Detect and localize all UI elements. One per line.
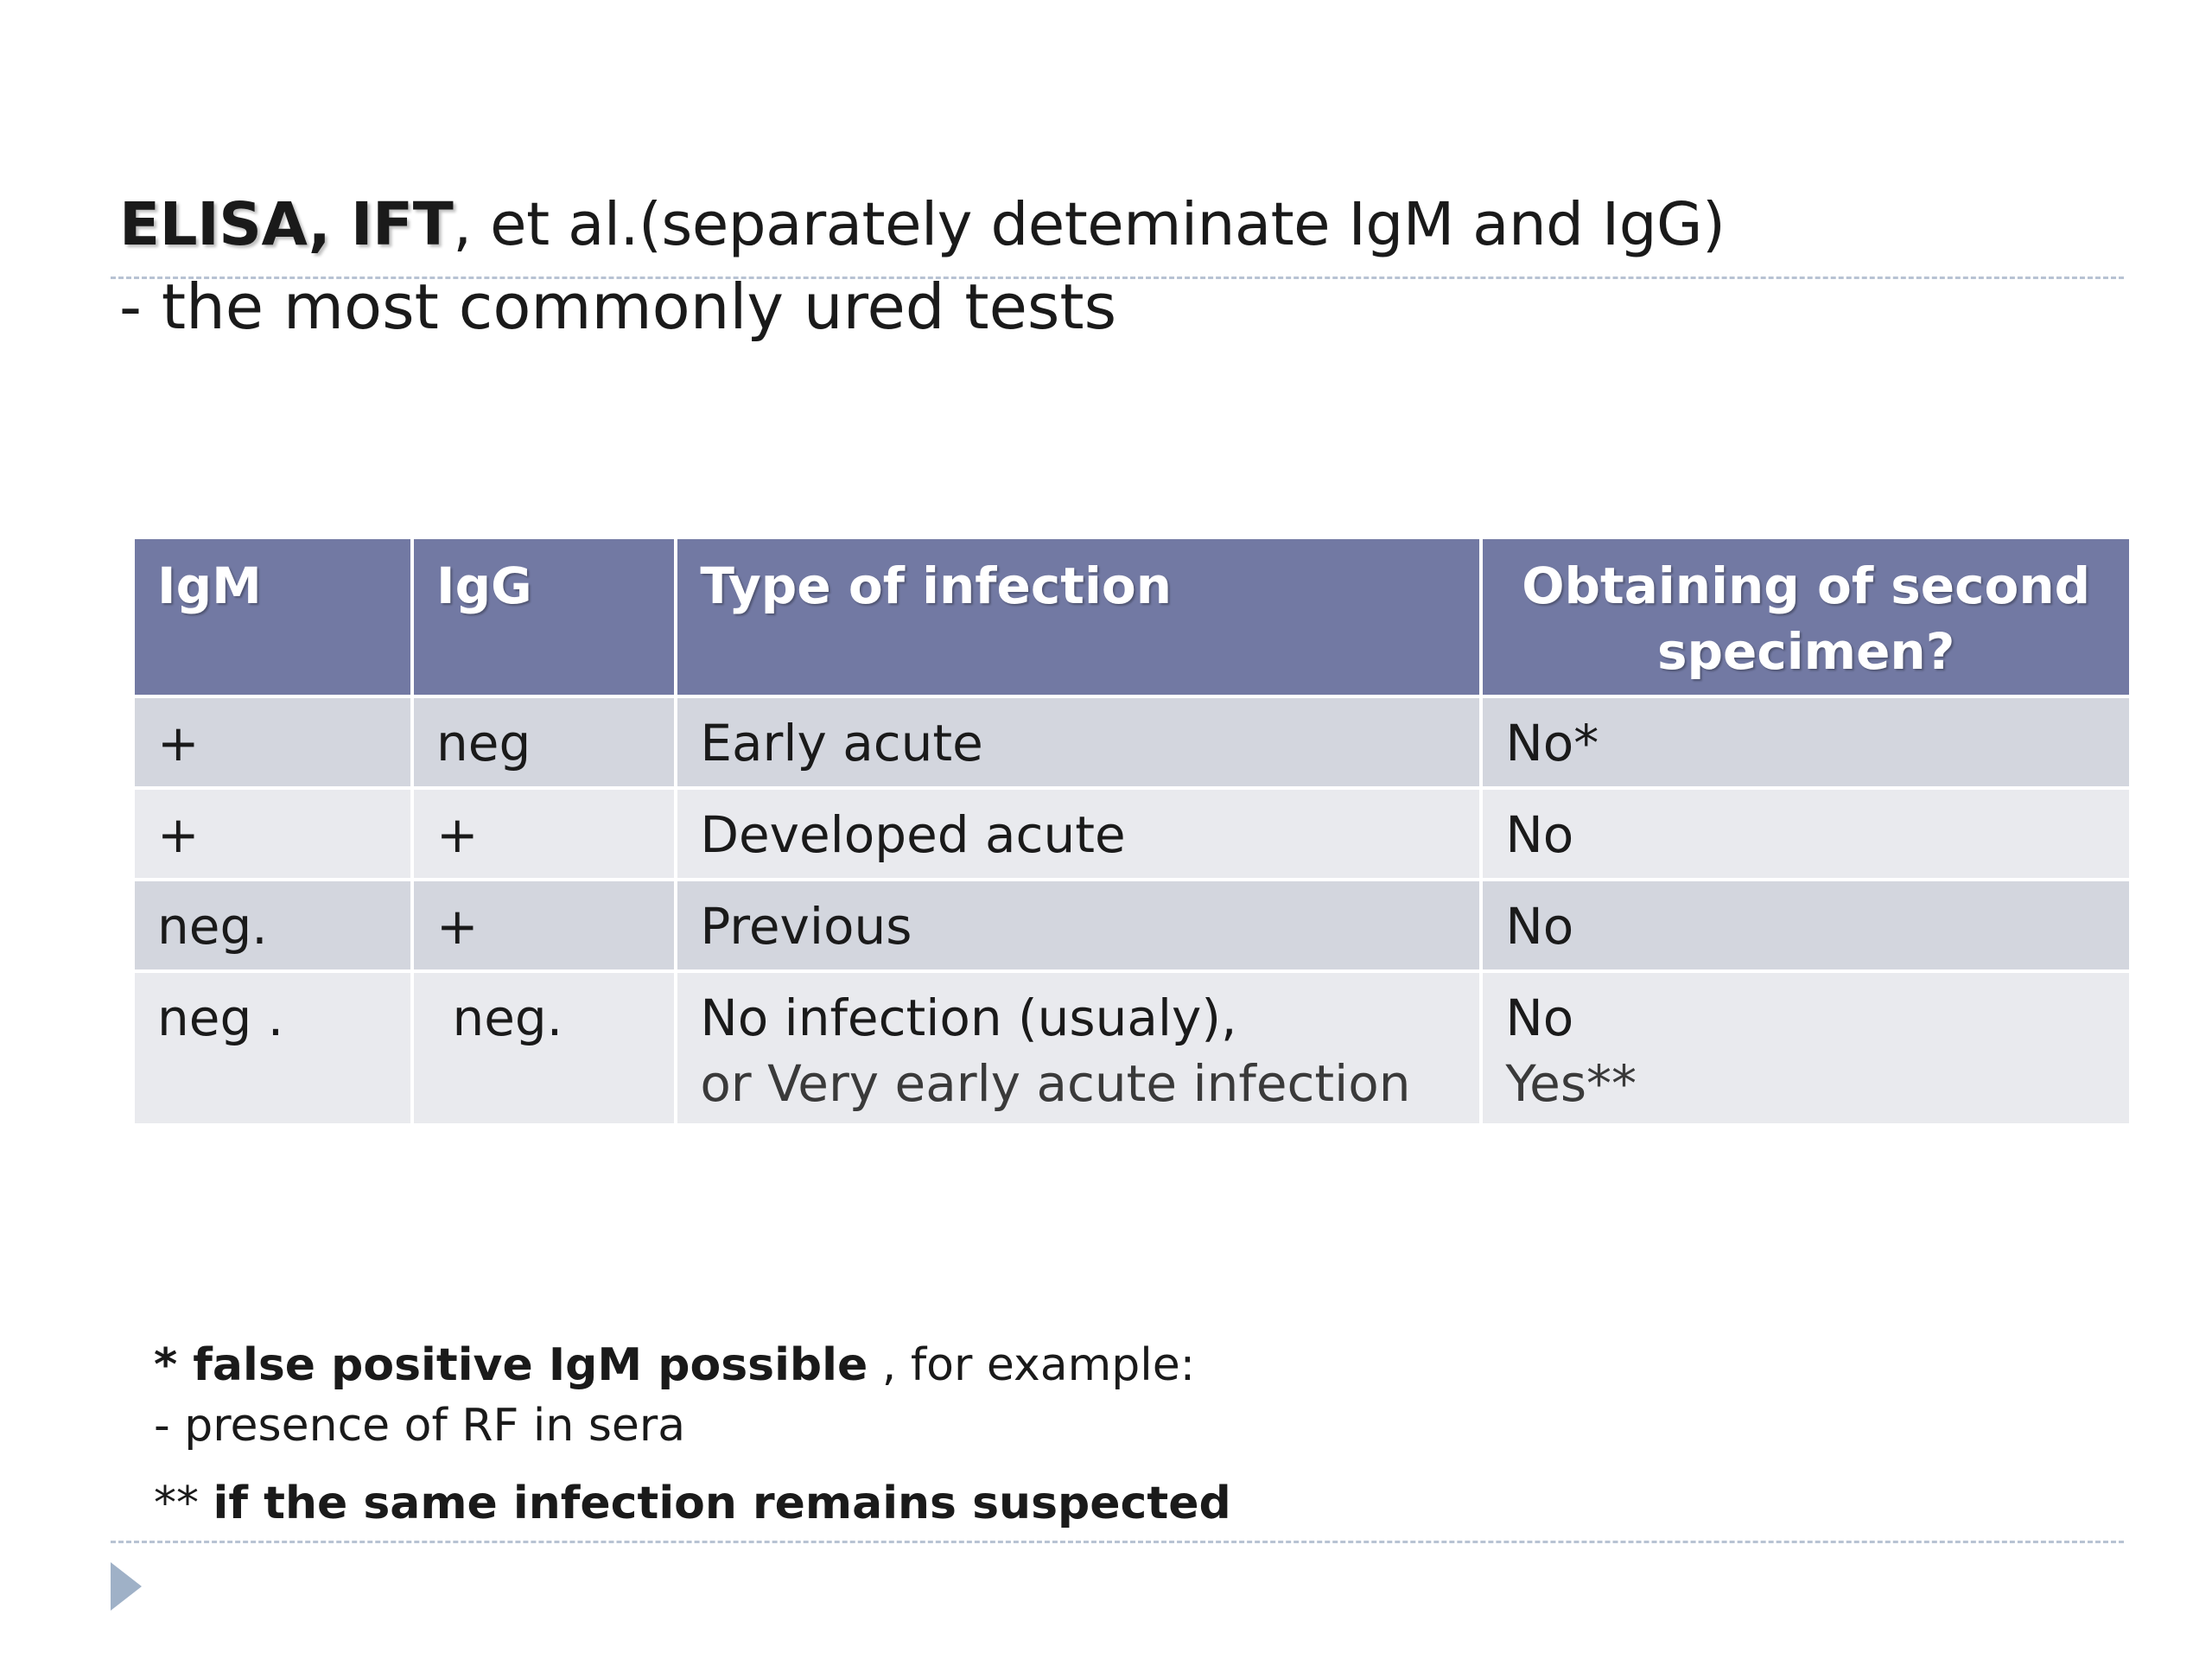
footer-divider (111, 1541, 2124, 1543)
title-divider (111, 276, 2124, 279)
cell-igg: neg (414, 698, 675, 786)
title-rest: , et al.(separately deteminate IgM and I… (453, 190, 1726, 259)
footnote-1-rest: , for example: (868, 1339, 1196, 1391)
title-bold: ELISA, IFT (119, 190, 454, 259)
cell-second: No (1483, 790, 2129, 878)
cell-type: Previous (677, 881, 1480, 969)
table-row: + + Developed acute No (135, 790, 2129, 878)
play-triangle-icon (111, 1562, 142, 1611)
cell-second: No (1483, 881, 2129, 969)
cell-type-line2: or Very early acute infection (700, 1054, 1411, 1113)
cell-type: Early acute (677, 698, 1480, 786)
table-row: neg. + Previous No (135, 881, 2129, 969)
cell-igg: + (414, 790, 675, 878)
footnote-2-bold: if the same infection remains suspected (213, 1478, 1231, 1529)
table-header-row: IgM IgG Type of infection Obtaining of s… (135, 539, 2129, 695)
footnote-1-line: * false positive IgM possible , for exam… (154, 1335, 1195, 1395)
cell-igm: neg. (135, 881, 411, 969)
title-subtitle: - the most commonly ured tests (119, 270, 1117, 343)
header-type: Type of infection (677, 539, 1480, 695)
footnote-1: * false positive IgM possible , for exam… (154, 1335, 1195, 1456)
table-row: neg . neg. No infection (usualy), or Ver… (135, 973, 2129, 1123)
footnote-2-prefix: ** (154, 1478, 213, 1529)
results-table: IgM IgG Type of infection Obtaining of s… (131, 536, 2133, 1127)
cell-second-line2: Yes** (1505, 1054, 1637, 1113)
footnote-1-detail: - presence of RF in sera (154, 1400, 686, 1452)
table-row: + neg Early acute No* (135, 698, 2129, 786)
slide-title: ELISA, IFT, et al.(separately deteminate… (119, 186, 2124, 350)
footnote-2: ** if the same infection remains suspect… (154, 1473, 1231, 1534)
cell-igg: + (414, 881, 675, 969)
cell-type: Developed acute (677, 790, 1480, 878)
cell-second: No* (1483, 698, 2129, 786)
cell-second-line1: No (1505, 988, 1574, 1047)
cell-igm: neg . (135, 973, 411, 1123)
cell-igm: + (135, 698, 411, 786)
cell-second: No Yes** (1483, 973, 2129, 1123)
cell-igg: neg. (414, 973, 675, 1123)
cell-type: No infection (usualy), or Very early acu… (677, 973, 1480, 1123)
cell-type-line1: No infection (usualy), (700, 988, 1237, 1047)
header-second-specimen: Obtaining of second specimen? (1483, 539, 2129, 695)
header-igm: IgM (135, 539, 411, 695)
title-line: ELISA, IFT, et al.(separately deteminate… (119, 186, 2124, 264)
cell-igm: + (135, 790, 411, 878)
footnote-1-bold: * false positive IgM possible (154, 1339, 868, 1391)
header-igg: IgG (414, 539, 675, 695)
